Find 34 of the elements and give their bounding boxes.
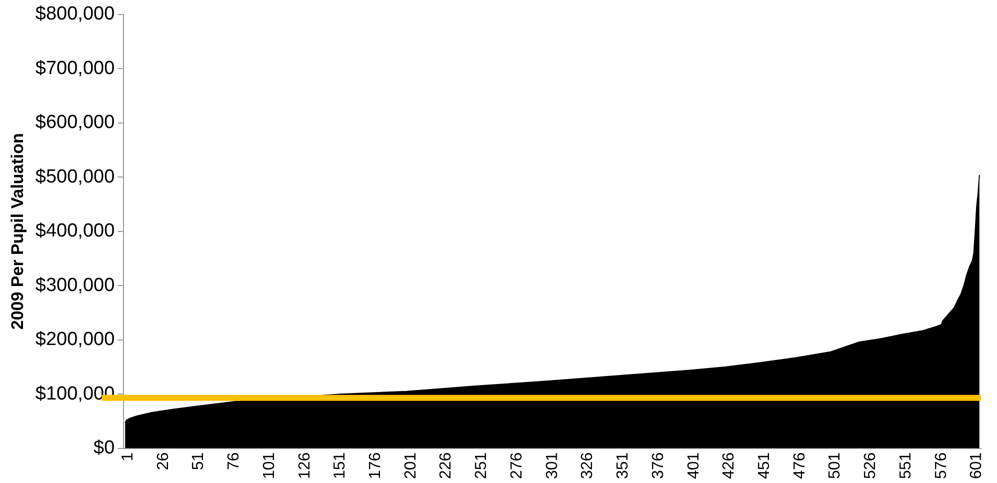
- x-tick-label: 101: [260, 452, 278, 480]
- x-tick-label: 376: [650, 452, 667, 480]
- y-tick-label: $800,000: [35, 4, 115, 25]
- x-tick-label: 501: [826, 452, 844, 480]
- x-tick-label: 276: [508, 452, 526, 480]
- x-tick-label: 351: [614, 452, 632, 480]
- x-tick-label: 26: [154, 452, 172, 470]
- x-tick-label: 601: [968, 452, 986, 480]
- x-tick-label: 551: [897, 452, 914, 480]
- x-tick-label: 426: [720, 452, 738, 480]
- y-tick-label: $300,000: [35, 274, 115, 296]
- x-tick-label: 401: [685, 452, 702, 480]
- y-tick-label: $500,000: [35, 166, 115, 188]
- x-tick-label: 76: [226, 452, 243, 470]
- x-tick-label: 476: [791, 452, 808, 480]
- y-tick-label: $400,000: [35, 220, 115, 242]
- x-tick-label: 51: [190, 452, 208, 470]
- x-tick-label: 201: [402, 452, 420, 480]
- x-tick-label: 526: [862, 452, 880, 480]
- x-tick-label: 326: [579, 452, 596, 480]
- y-tick-label: $600,000: [35, 112, 115, 134]
- x-tick-label: 1: [119, 452, 136, 462]
- x-tick-label: 251: [473, 452, 490, 480]
- y-tick-label: $700,000: [35, 58, 115, 79]
- x-tick-label: 301: [544, 452, 561, 480]
- x-tick-label: 176: [367, 452, 384, 480]
- x-tick-label: 126: [296, 452, 314, 480]
- x-tick-label: 451: [756, 452, 774, 480]
- x-tick-label: 226: [438, 452, 455, 480]
- y-tick-label: $0: [94, 438, 115, 459]
- x-tick-label: 576: [932, 452, 950, 480]
- y-axis-title: 2009 Per Pupil Valuation: [8, 133, 27, 330]
- x-tick-label: 151: [332, 452, 349, 480]
- y-tick-label: $200,000: [35, 329, 115, 350]
